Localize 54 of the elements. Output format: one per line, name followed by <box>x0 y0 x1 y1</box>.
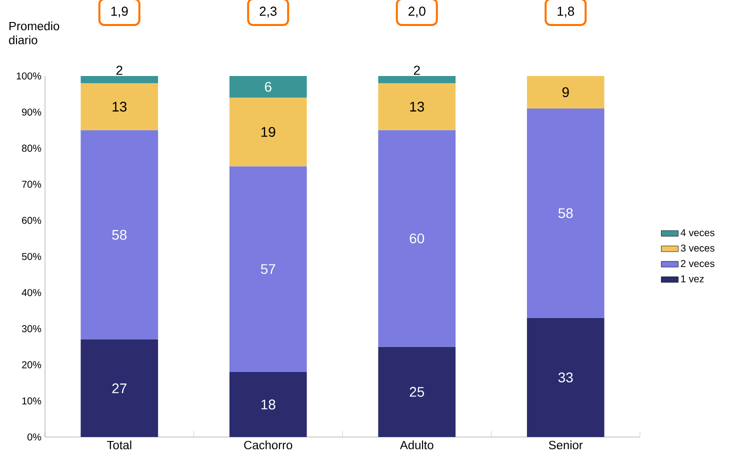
y-tick-label: 100% <box>16 72 42 80</box>
text: 1,9 <box>111 6 128 18</box>
bar <box>229 166 307 372</box>
bar <box>80 130 158 340</box>
x-tick-label: Cachorro <box>244 440 292 450</box>
y-tick-label: 30% <box>22 325 42 332</box>
data-label: 2 <box>414 66 420 75</box>
data-label: 2 <box>116 66 122 75</box>
bar <box>80 83 158 130</box>
data-label: 58 <box>112 230 127 240</box>
bar <box>378 83 456 130</box>
data-label: 9 <box>562 87 569 98</box>
y-tick-label: 50% <box>22 252 42 260</box>
y-tick-label: 40% <box>22 289 42 296</box>
y-tick-label: 70% <box>22 180 42 188</box>
text: Promedio diario <box>9 22 60 44</box>
x-tick-label: Adulto <box>400 440 434 450</box>
data-label: 60 <box>410 234 424 244</box>
legend-label: 2 veces <box>680 260 714 268</box>
bar <box>526 108 604 318</box>
y-tick-label: 90% <box>22 108 42 116</box>
bar <box>378 346 456 437</box>
x-tick-label: Total <box>107 440 132 450</box>
data-label: 57 <box>260 264 276 274</box>
legend-label: 1 vez <box>681 275 704 282</box>
data-label: 13 <box>410 102 424 112</box>
text: 1,8 <box>558 6 574 18</box>
bar <box>229 372 307 437</box>
y-tick-label: 80% <box>22 144 42 152</box>
text: 2,3 <box>260 6 277 18</box>
data-label: 6 <box>264 82 272 92</box>
y-tick-label: 20% <box>22 361 42 368</box>
data-label: 25 <box>410 386 424 397</box>
y-tick-label: 60% <box>22 216 42 224</box>
legend-label: 3 veces <box>680 244 714 252</box>
bar <box>80 340 158 437</box>
bar <box>526 76 604 108</box>
bar <box>378 76 456 84</box>
bar <box>378 130 456 347</box>
x-tick-label: Senior <box>548 440 583 450</box>
data-label: 18 <box>261 400 276 410</box>
data-label: 13 <box>112 102 127 112</box>
data-label: 19 <box>261 127 276 137</box>
y-tick-label: 10% <box>22 397 42 404</box>
data-label: 58 <box>558 208 573 218</box>
bar <box>526 318 604 437</box>
y-tick-label: 0% <box>27 433 42 441</box>
legend-label: 4 veces <box>680 229 714 236</box>
bar <box>229 98 307 166</box>
bar <box>229 76 307 98</box>
text: 2,0 <box>408 6 426 18</box>
data-label: 33 <box>558 372 573 382</box>
data-label: 27 <box>112 383 126 394</box>
bar <box>80 76 158 84</box>
